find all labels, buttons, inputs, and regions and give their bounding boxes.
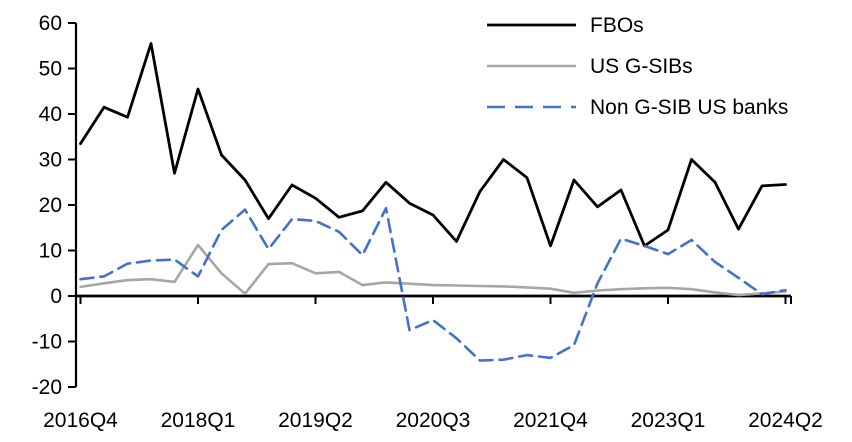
- x-tick-label: 2024Q2: [748, 409, 823, 432]
- series-line-us-g-sibs: [79, 243, 787, 297]
- y-tick-label: 10: [39, 240, 62, 263]
- y-tick-label: 60: [39, 12, 62, 35]
- legend: FBOs US G-SIBs Non G-SIB US banks: [487, 14, 788, 119]
- axes: 60 50 40 30 20 10 0 -10 -20 2016Q4 2018Q1 2019Q2 202…: [32, 12, 823, 432]
- x-tick-label: 2023Q1: [631, 409, 706, 432]
- x-tick-label: 2019Q2: [278, 409, 353, 432]
- legend-label-fbos: FBOs: [590, 14, 644, 37]
- y-tick-label: 40: [39, 103, 62, 126]
- y-tick-label: -20: [32, 376, 62, 399]
- y-tick-label: -10: [32, 331, 62, 354]
- x-tick-label: 2016Q4: [43, 409, 118, 432]
- x-tick-label: 2021Q4: [513, 409, 588, 432]
- legend-label-non-gsib: Non G-SIB US banks: [590, 96, 788, 119]
- y-tick-label: 0: [50, 285, 62, 308]
- y-tick-label: 20: [39, 194, 62, 217]
- series-line-fbos: [79, 42, 787, 248]
- series-line-non-g-sib-us-banks: [79, 206, 787, 362]
- y-tick-label: 30: [39, 149, 62, 172]
- legend-label-us-gsibs: US G-SIBs: [590, 55, 693, 78]
- series-lines: [79, 42, 787, 362]
- x-tick-label: 2018Q1: [161, 409, 236, 432]
- x-tick-label: 2020Q3: [396, 409, 471, 432]
- y-tick-label: 50: [39, 58, 62, 81]
